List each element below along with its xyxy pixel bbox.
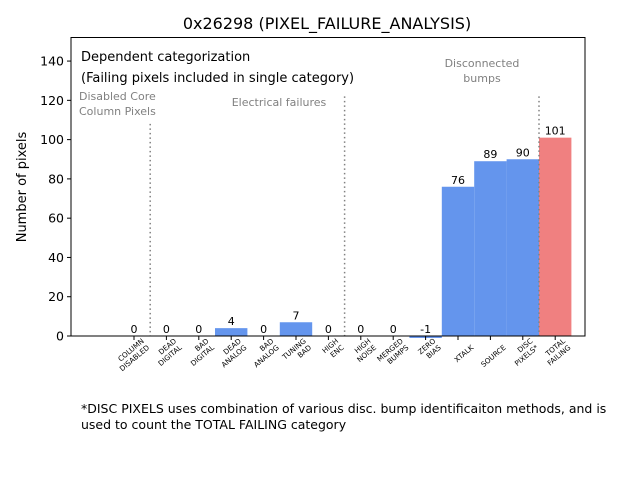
annotation-disconnected-bumps: Disconnected bumps [445, 57, 520, 85]
value-label-11: 89 [483, 148, 497, 161]
y-tick-label-4: 80 [48, 171, 64, 186]
value-label-0: 0 [131, 323, 138, 336]
y-tick-label-5: 100 [40, 132, 64, 147]
annotation-electrical-failures-line-0: Electrical failures [232, 96, 327, 109]
annotation-disabled-core-line-0: Disabled Core [79, 90, 156, 103]
value-label-1: 0 [163, 323, 170, 336]
footnote-line-1: *DISC PIXELS uses combination of various… [81, 401, 607, 416]
value-label-2: 0 [195, 323, 202, 336]
value-label-3: 4 [228, 315, 235, 328]
chart-title: 0x26298 (PIXEL_FAILURE_ANALYSIS) [183, 14, 471, 34]
footnote: *DISC PIXELS uses combination of various… [81, 401, 621, 433]
value-label-12: 90 [516, 146, 530, 159]
x-tick-label-11-0: SOURCE [479, 343, 508, 369]
bar-5 [279, 322, 313, 336]
annotation-disconnected-bumps-line-1: bumps [463, 72, 501, 85]
annotation-disabled-core-line-1: Column Pixels [79, 105, 156, 118]
y-tick-label-2: 40 [48, 250, 64, 265]
y-tick-label-7: 140 [40, 54, 64, 69]
value-label-8: 0 [390, 323, 397, 336]
bar-12 [506, 159, 539, 336]
plot-frame [70, 37, 586, 337]
bar-3 [215, 328, 248, 336]
x-tick-label-group-10: XTALK [452, 343, 475, 364]
x-tick-label-group-11: SOURCE [479, 343, 508, 369]
y-tick-label-6: 120 [40, 93, 64, 108]
footnote-line-2: used to count the TOTAL FAILING category [81, 417, 347, 432]
y-tick-label-1: 20 [48, 289, 64, 304]
bar-10 [441, 186, 475, 336]
annotation-disconnected-bumps-line-0: Disconnected [445, 57, 520, 70]
value-label-10: 76 [451, 174, 465, 187]
value-label-9: -1 [420, 323, 431, 336]
value-label-5: 7 [293, 309, 300, 322]
bar-11 [474, 161, 507, 336]
header-annotation-line1: Dependent categorization [81, 50, 250, 65]
value-label-4: 0 [260, 323, 267, 336]
header-annotation-line2: (Failing pixels included in single categ… [81, 71, 354, 86]
y-tick-label-3: 60 [48, 211, 64, 226]
annotation-electrical-failures: Electrical failures [232, 96, 327, 109]
annotation-disabled-core: Disabled Core Column Pixels [79, 90, 156, 118]
y-tick-label-0: 0 [56, 329, 64, 344]
x-tick-label-10-0: XTALK [452, 343, 475, 364]
value-label-6: 0 [325, 323, 332, 336]
y-axis-label: Number of pixels [15, 131, 30, 242]
bar-13 [539, 137, 572, 336]
value-label-13: 101 [545, 125, 566, 138]
y-axis-label-group: Number of pixels [15, 131, 30, 242]
value-label-7: 0 [357, 323, 364, 336]
